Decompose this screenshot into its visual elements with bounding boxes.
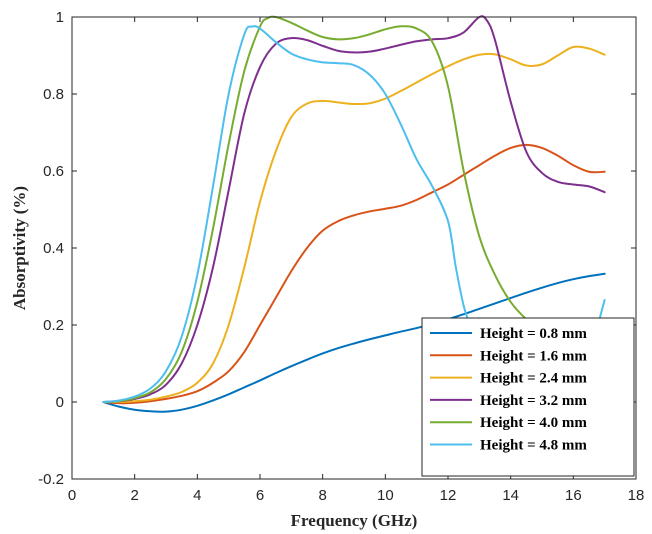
y-axis-label: Absorptivity (%) bbox=[10, 186, 29, 310]
x-tick-label: 16 bbox=[565, 487, 582, 504]
x-tick-label: 10 bbox=[377, 487, 394, 504]
y-tick-label: 0.8 bbox=[43, 86, 64, 103]
x-tick-label: 12 bbox=[440, 487, 457, 504]
x-tick-label: 4 bbox=[193, 487, 201, 504]
series-line-3 bbox=[102, 45, 606, 404]
x-tick-label: 18 bbox=[628, 487, 645, 504]
x-axis-label: Frequency (GHz) bbox=[291, 511, 418, 530]
legend-entry-label: Height = 2.4 mm bbox=[480, 371, 587, 387]
series-line-6 bbox=[102, 25, 471, 403]
series-line-4 bbox=[102, 15, 606, 403]
y-tick-label: 0 bbox=[56, 394, 64, 411]
x-tick-label: 14 bbox=[502, 487, 519, 504]
legend-entry-label: Height = 3.2 mm bbox=[480, 393, 587, 409]
legend-entry-label: Height = 4.0 mm bbox=[480, 415, 587, 431]
axis-ticks: 0 2 4 6 8 10 12 14 16 18-0.200.20.40.60.81 bbox=[38, 9, 644, 504]
series-line-2 bbox=[102, 143, 606, 405]
legend-box bbox=[421, 317, 635, 477]
legend: Height = 0.8 mm Height = 1.6 mm Height = 2… bbox=[421, 317, 635, 477]
y-tick-label: 0.2 bbox=[43, 317, 64, 334]
y-tick-label: 0.4 bbox=[43, 240, 64, 257]
x-tick-label: 0 bbox=[68, 487, 76, 504]
y-tick-label: -0.2 bbox=[38, 471, 64, 488]
y-tick-label: 1 bbox=[56, 9, 64, 26]
series-layer bbox=[102, 15, 606, 413]
series-line-1 bbox=[102, 272, 606, 413]
y-tick-label: 0.6 bbox=[43, 163, 64, 180]
series-line-5 bbox=[102, 15, 537, 403]
legend-entry-label: Height = 4.8 mm bbox=[480, 438, 587, 454]
legend-entry-label: Height = 1.6 mm bbox=[480, 348, 587, 364]
x-tick-label: 8 bbox=[318, 487, 326, 504]
legend-entry-label: Height = 0.8 mm bbox=[480, 326, 587, 342]
x-tick-label: 6 bbox=[256, 487, 264, 504]
x-tick-label: 2 bbox=[130, 487, 138, 504]
